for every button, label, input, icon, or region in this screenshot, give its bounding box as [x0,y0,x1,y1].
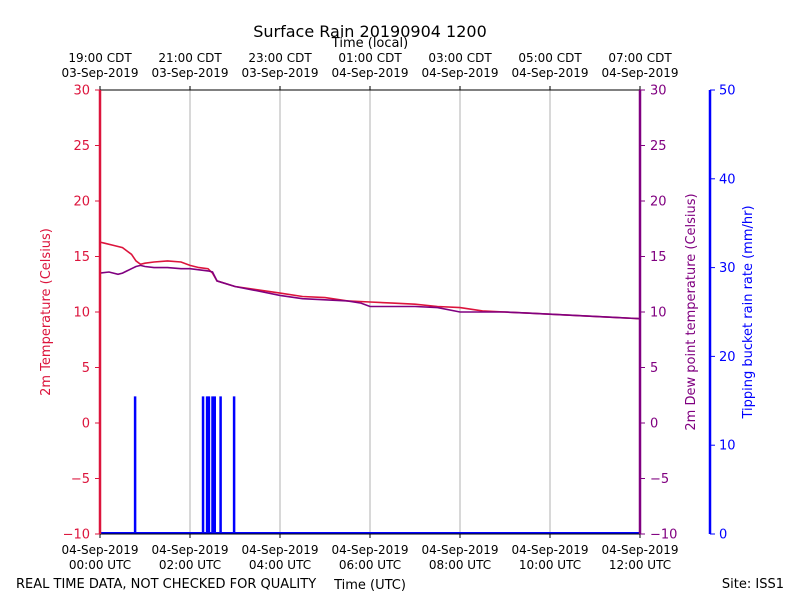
bottom-tick-label-0: 04-Sep-2019 [61,543,138,557]
series-lines [99,241,641,320]
left-tick-label-8: 30 [73,84,90,99]
quality-notice: REAL TIME DATA, NOT CHECKED FOR QUALITY [16,577,316,592]
rain-axis-label: Tipping bucket rain rate (mm/hr) [741,205,756,419]
plot-frame [98,89,712,535]
right-tick-label-7: 25 [650,139,667,154]
left-axis-label: 2m Temperature (Celsius) [39,228,54,396]
right-tick-label-0: −10 [650,528,677,543]
top-tick-label-2: 23:00 CDT [248,51,312,65]
top-tick-sublabel-1: 03-Sep-2019 [151,66,228,80]
right-tick-label-8: 30 [650,84,667,99]
left-tick-label-3: 5 [82,361,90,376]
top-tick-sublabel-0: 03-Sep-2019 [61,66,138,80]
right-tick-label-3: 5 [650,361,658,376]
rain-rate-bars [100,396,640,534]
top-tick-sublabel-4: 04-Sep-2019 [421,66,498,80]
right-tick-label-4: 10 [650,306,667,321]
rain-tick-label-5: 50 [719,84,736,99]
left-tick-label-1: −5 [71,472,90,487]
series-line-1 [99,264,641,320]
bottom-tick-sublabel-4: 08:00 UTC [429,558,491,572]
rain-tick-label-0: 0 [719,528,727,543]
bottom-axis-label: Time (UTC) [333,578,406,593]
top-tick-label-4: 03:00 CDT [428,51,492,65]
bottom-tick-sublabel-6: 12:00 UTC [609,558,671,572]
chart-title: Surface Rain 20190904 1200 [253,22,487,41]
bottom-tick-label-4: 04-Sep-2019 [421,543,498,557]
left-tick-label-2: 0 [82,417,90,432]
left-tick-label-4: 10 [73,306,90,321]
right-axis-label: 2m Dew point temperature (Celsius) [684,193,699,430]
right-tick-label-5: 15 [650,250,667,265]
bottom-tick-sublabel-3: 06:00 UTC [339,558,401,572]
top-tick-label-3: 01:00 CDT [338,51,402,65]
bottom-tick-sublabel-0: 00:00 UTC [69,558,131,572]
site-label: Site: ISS1 [722,577,784,592]
right-tick-label-1: −5 [650,472,669,487]
left-tick-label-6: 20 [73,195,90,210]
bottom-tick-label-3: 04-Sep-2019 [331,543,408,557]
rain-tick-label-4: 40 [719,172,736,187]
top-tick-sublabel-5: 04-Sep-2019 [511,66,588,80]
right-tick-label-2: 0 [650,417,658,432]
top-tick-label-5: 05:00 CDT [518,51,582,65]
top-tick-label-0: 19:00 CDT [68,51,132,65]
left-tick-label-7: 25 [73,139,90,154]
top-tick-sublabel-2: 03-Sep-2019 [241,66,318,80]
top-tick-sublabel-6: 04-Sep-2019 [601,66,678,80]
left-tick-label-5: 15 [73,250,90,265]
right-tick-label-6: 20 [650,195,667,210]
top-tick-label-1: 21:00 CDT [158,51,222,65]
top-tick-sublabel-3: 04-Sep-2019 [331,66,408,80]
bottom-tick-label-2: 04-Sep-2019 [241,543,318,557]
bottom-tick-label-6: 04-Sep-2019 [601,543,678,557]
left-tick-label-0: −10 [63,528,90,543]
bottom-tick-sublabel-1: 02:00 UTC [159,558,221,572]
top-axis-label: Time (local) [331,36,408,51]
top-tick-label-6: 07:00 CDT [608,51,672,65]
rain-tick-label-2: 20 [719,350,736,365]
bottom-tick-label-1: 04-Sep-2019 [151,543,228,557]
rain-tick-label-3: 30 [719,261,736,276]
bottom-tick-sublabel-5: 10:00 UTC [519,558,581,572]
bottom-tick-label-5: 04-Sep-2019 [511,543,588,557]
rain-tick-label-1: 10 [719,439,736,454]
bottom-tick-sublabel-2: 04:00 UTC [249,558,311,572]
